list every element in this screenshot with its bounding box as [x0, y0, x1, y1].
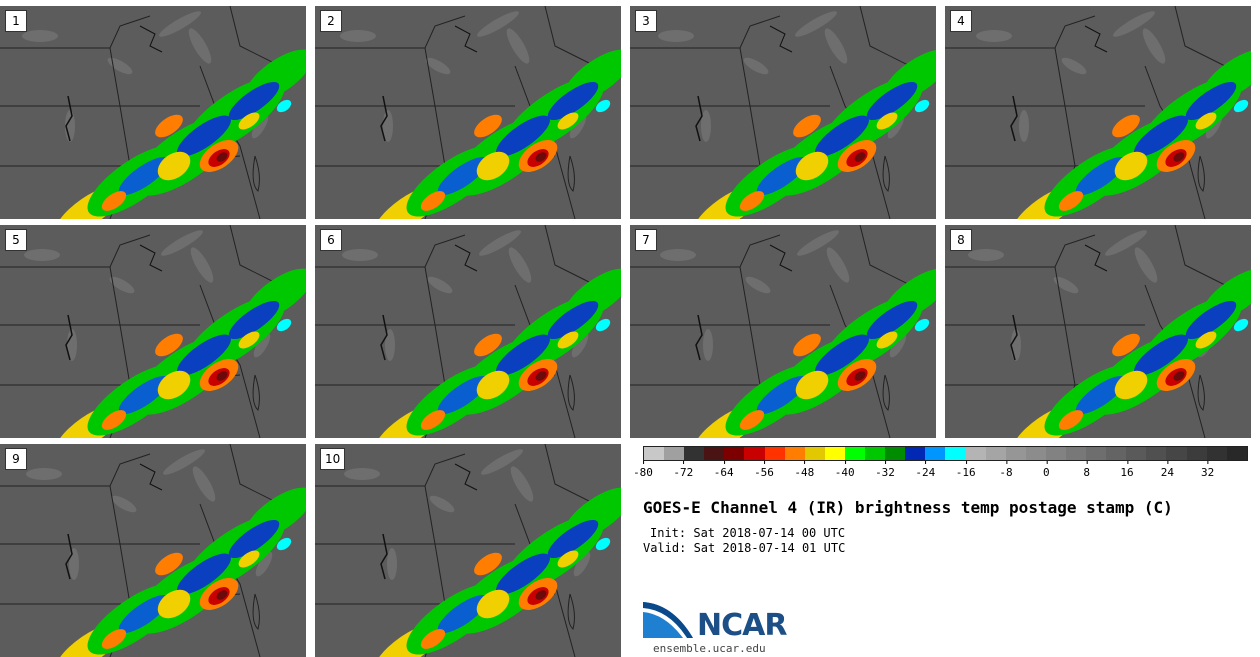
valid-time: Valid: Sat 2018-07-14 01 UTC [643, 541, 846, 555]
colorbar-swatch [1186, 447, 1207, 460]
panel-label: 3 [635, 10, 657, 32]
colorbar-swatch [1086, 447, 1107, 460]
colorbar-tick-label: -24 [915, 461, 935, 479]
colorbar-swatch [965, 447, 986, 460]
colorbar-tick-label: -80 [633, 461, 653, 479]
colorbar-tick-label: -16 [956, 461, 976, 479]
colorbar-swatch [724, 447, 745, 460]
colorbar-swatch [1106, 447, 1127, 460]
colorbar-swatch [824, 447, 845, 460]
init-time: Init: Sat 2018-07-14 00 UTC [650, 526, 846, 540]
site-url: ensemble.ucar.edu [653, 642, 766, 655]
colorbar-swatch [644, 447, 665, 460]
colorbar-swatch [905, 447, 926, 460]
panel-label: 6 [320, 229, 342, 251]
panel-label: 2 [320, 10, 342, 32]
colorbar-tick-label: -40 [835, 461, 855, 479]
panel-label: 9 [5, 448, 27, 470]
map-panel: 9 [0, 444, 306, 657]
colorbar-swatch [664, 447, 685, 460]
panel-label: 7 [635, 229, 657, 251]
map-panel: 10 [315, 444, 621, 657]
colorbar-tick-label: -48 [794, 461, 814, 479]
map-panel: 7 [630, 225, 936, 438]
colorbar-swatch [1226, 447, 1247, 460]
colorbar-swatch [885, 447, 906, 460]
panel-label: 5 [5, 229, 27, 251]
colorbar-tick-label: -32 [875, 461, 895, 479]
colorbar-tick-label: -72 [673, 461, 693, 479]
map-panel: 5 [0, 225, 306, 438]
colorbar-swatch [985, 447, 1006, 460]
colorbar-swatch [1146, 447, 1167, 460]
colorbar-swatch [744, 447, 765, 460]
plot-title: GOES-E Channel 4 (IR) brightness temp po… [643, 498, 1173, 517]
colorbar-swatch [1025, 447, 1046, 460]
colorbar-swatch [844, 447, 866, 460]
colorbar-swatch [865, 447, 886, 460]
colorbar-tick-label: 24 [1161, 461, 1174, 479]
colorbar-swatch [1005, 447, 1026, 460]
map-panel: 1 [0, 6, 306, 219]
colorbar-swatch [1065, 447, 1087, 460]
panel-label: 8 [950, 229, 972, 251]
colorbar-tick-label: 16 [1120, 461, 1134, 479]
colorbar-swatch [804, 447, 825, 460]
map-panel: 6 [315, 225, 621, 438]
colorbar-tick-label: 32 [1201, 461, 1214, 479]
ncar-logo-icon [643, 602, 693, 638]
map-panel: 8 [945, 225, 1251, 438]
colorbar [643, 446, 1248, 461]
colorbar-tick-label: -8 [999, 461, 1013, 479]
ncar-logo-text: NCAR [697, 608, 787, 643]
colorbar-ticks: -80 -72 -64 -56 -48 -40 -32 -24 -16 -8 0 8 16 24 32 [633, 461, 1248, 481]
map-panel: 2 [315, 6, 621, 219]
map-panel: 3 [630, 6, 936, 219]
colorbar-swatch [684, 447, 705, 460]
colorbar-tick-label: -64 [714, 461, 734, 479]
colorbar-swatch [784, 447, 805, 460]
panel-label: 4 [950, 10, 972, 32]
colorbar-swatch [1166, 447, 1187, 460]
colorbar-swatch [704, 447, 725, 460]
colorbar-tick-label: 0 [1043, 461, 1050, 479]
colorbar-swatch [945, 447, 966, 460]
panel-label: 10 [320, 448, 346, 470]
panel-label: 1 [5, 10, 27, 32]
colorbar-swatch [764, 447, 785, 460]
colorbar-swatch [1206, 447, 1227, 460]
colorbar-tick-label: 8 [1083, 461, 1090, 479]
colorbar-swatch [925, 447, 946, 460]
colorbar-swatch [1045, 447, 1066, 460]
map-panel: 4 [945, 6, 1251, 219]
colorbar-tick-label: -56 [754, 461, 774, 479]
colorbar-swatch [1126, 447, 1147, 460]
